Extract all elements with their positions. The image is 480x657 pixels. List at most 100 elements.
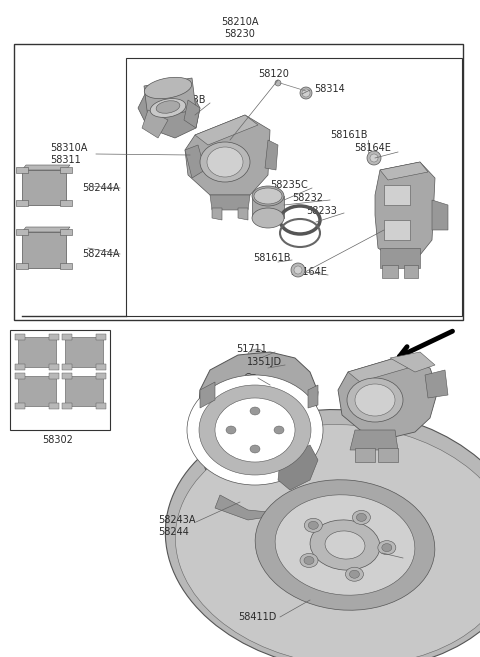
Ellipse shape — [144, 78, 192, 99]
Text: 58233: 58233 — [306, 206, 337, 216]
Ellipse shape — [175, 424, 480, 657]
Text: 58235C: 58235C — [270, 180, 308, 190]
Polygon shape — [198, 352, 318, 512]
Polygon shape — [65, 376, 103, 406]
Ellipse shape — [150, 99, 186, 118]
Bar — [384, 185, 410, 205]
Polygon shape — [432, 200, 448, 230]
Polygon shape — [200, 382, 215, 408]
Bar — [96, 373, 106, 379]
Text: 58230: 58230 — [225, 29, 255, 39]
Polygon shape — [350, 430, 398, 450]
Bar — [16, 200, 28, 206]
Ellipse shape — [367, 151, 381, 165]
Ellipse shape — [259, 262, 267, 271]
Ellipse shape — [334, 152, 344, 160]
Ellipse shape — [291, 263, 305, 277]
Polygon shape — [138, 80, 200, 138]
Text: 1220FS: 1220FS — [366, 551, 402, 561]
Ellipse shape — [254, 188, 282, 204]
Ellipse shape — [275, 80, 281, 86]
Ellipse shape — [308, 521, 318, 530]
Bar — [15, 373, 25, 379]
Bar — [49, 403, 59, 409]
Bar — [10, 330, 110, 430]
Bar — [60, 229, 72, 235]
Text: 58161B: 58161B — [253, 253, 290, 263]
Bar — [355, 543, 380, 576]
Polygon shape — [390, 352, 435, 372]
Text: 58164E: 58164E — [354, 143, 391, 153]
Bar — [337, 141, 366, 160]
Bar — [62, 334, 72, 340]
Ellipse shape — [347, 378, 403, 422]
Ellipse shape — [346, 567, 363, 581]
Polygon shape — [144, 78, 196, 118]
Bar — [15, 334, 25, 340]
Bar — [252, 196, 284, 218]
Polygon shape — [265, 140, 278, 170]
Text: 58232: 58232 — [292, 193, 323, 203]
Ellipse shape — [382, 543, 392, 552]
Ellipse shape — [370, 154, 378, 162]
Bar — [60, 167, 72, 173]
Text: 58314: 58314 — [314, 84, 345, 94]
Ellipse shape — [199, 385, 311, 475]
Ellipse shape — [165, 409, 480, 657]
Ellipse shape — [250, 407, 260, 415]
Bar — [14, 44, 463, 320]
Ellipse shape — [304, 556, 314, 564]
Ellipse shape — [368, 541, 383, 553]
Text: 58310A: 58310A — [50, 143, 87, 153]
Bar — [15, 364, 25, 370]
Polygon shape — [382, 265, 398, 278]
Text: 58164E: 58164E — [290, 267, 327, 277]
Ellipse shape — [255, 480, 435, 610]
Polygon shape — [185, 115, 270, 195]
Polygon shape — [238, 208, 248, 220]
Ellipse shape — [378, 541, 396, 555]
Polygon shape — [404, 265, 418, 278]
Text: 51711: 51711 — [236, 344, 267, 354]
Text: 58161B: 58161B — [330, 130, 368, 140]
Text: 58163B: 58163B — [168, 95, 205, 105]
Bar — [15, 403, 25, 409]
Text: 58120: 58120 — [258, 69, 289, 79]
Bar — [16, 229, 28, 235]
Ellipse shape — [325, 531, 365, 559]
Polygon shape — [378, 448, 398, 462]
Polygon shape — [212, 208, 222, 220]
Ellipse shape — [294, 266, 302, 274]
Ellipse shape — [226, 426, 236, 434]
Polygon shape — [22, 165, 70, 170]
Polygon shape — [375, 162, 435, 260]
Ellipse shape — [215, 398, 295, 462]
Polygon shape — [278, 445, 318, 490]
Polygon shape — [215, 495, 285, 520]
Bar — [60, 263, 72, 269]
Polygon shape — [308, 385, 318, 408]
Ellipse shape — [300, 553, 318, 568]
Ellipse shape — [250, 445, 260, 453]
Bar — [62, 403, 72, 409]
Text: 58311: 58311 — [50, 155, 81, 165]
Bar — [62, 373, 72, 379]
Polygon shape — [355, 448, 375, 462]
Text: 1351JD: 1351JD — [247, 357, 282, 367]
Polygon shape — [18, 376, 56, 406]
Ellipse shape — [248, 349, 264, 359]
Polygon shape — [65, 337, 103, 367]
Polygon shape — [195, 115, 258, 145]
Ellipse shape — [275, 495, 415, 595]
Polygon shape — [348, 358, 408, 382]
Polygon shape — [380, 162, 428, 180]
Bar — [260, 238, 281, 269]
Bar — [384, 220, 410, 240]
Ellipse shape — [252, 186, 284, 206]
Text: 58244: 58244 — [158, 527, 189, 537]
Ellipse shape — [274, 426, 284, 434]
Bar — [49, 373, 59, 379]
Bar — [250, 353, 266, 383]
Polygon shape — [22, 232, 66, 268]
Ellipse shape — [349, 570, 360, 578]
